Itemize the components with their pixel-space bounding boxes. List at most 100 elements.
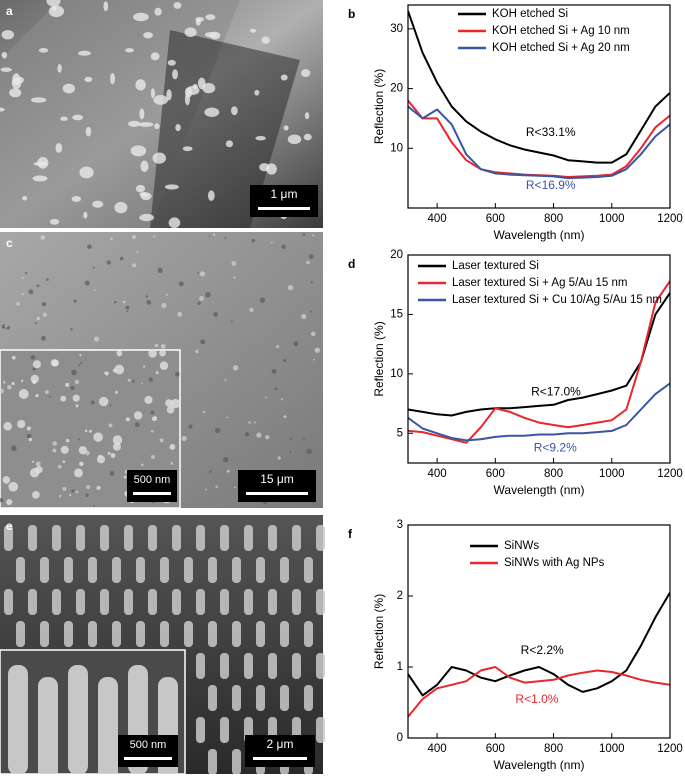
particle bbox=[213, 312, 219, 317]
annotation: R<17.0% bbox=[531, 384, 581, 398]
particle bbox=[115, 390, 118, 394]
particle bbox=[25, 272, 28, 275]
particle bbox=[42, 312, 47, 317]
particle bbox=[79, 166, 94, 179]
particle bbox=[62, 83, 75, 94]
particle bbox=[62, 486, 67, 491]
particle bbox=[153, 235, 156, 238]
nanowire bbox=[232, 749, 241, 775]
nanowire bbox=[4, 525, 13, 551]
nanowire bbox=[304, 621, 313, 647]
particle bbox=[132, 263, 137, 268]
particle bbox=[169, 443, 176, 450]
particle bbox=[139, 108, 145, 120]
nanowire bbox=[100, 589, 109, 615]
particle bbox=[109, 471, 115, 476]
y-axis-label: Reflection (%) bbox=[372, 594, 386, 669]
particle bbox=[70, 328, 73, 331]
x-axis-label: Wavelength (nm) bbox=[494, 228, 585, 242]
x-tick-label: 800 bbox=[544, 213, 563, 225]
x-tick-label: 1200 bbox=[657, 213, 683, 225]
particle bbox=[130, 145, 147, 157]
particle bbox=[249, 28, 256, 33]
particle bbox=[134, 422, 140, 427]
nanowire bbox=[232, 557, 241, 583]
particle bbox=[310, 310, 313, 313]
particle bbox=[143, 31, 153, 39]
particle bbox=[175, 124, 181, 132]
particle bbox=[71, 369, 77, 376]
x-tick-label: 600 bbox=[486, 468, 505, 480]
nanowire bbox=[112, 621, 121, 647]
particle bbox=[126, 310, 129, 312]
nanowire bbox=[76, 589, 85, 615]
nanowire bbox=[196, 589, 205, 615]
particle bbox=[50, 359, 59, 367]
particle bbox=[99, 396, 109, 407]
particle bbox=[301, 69, 311, 78]
nanowire bbox=[256, 685, 265, 711]
particle bbox=[2, 476, 11, 484]
particle bbox=[224, 236, 227, 240]
particle bbox=[1, 51, 8, 59]
particle bbox=[254, 89, 260, 96]
nanowire bbox=[256, 621, 265, 647]
particle bbox=[178, 281, 184, 287]
nanowire bbox=[100, 525, 109, 551]
particle bbox=[7, 385, 12, 390]
particle bbox=[159, 349, 166, 357]
nanowire bbox=[28, 589, 37, 615]
particle bbox=[139, 192, 149, 197]
x-tick-label: 400 bbox=[428, 213, 447, 225]
particle bbox=[1, 324, 6, 329]
nanowire bbox=[8, 665, 28, 775]
particle bbox=[197, 77, 206, 90]
particle bbox=[69, 493, 72, 496]
particle bbox=[84, 76, 93, 82]
particle bbox=[21, 293, 24, 296]
particle bbox=[5, 325, 8, 328]
particle bbox=[222, 456, 229, 463]
y-tick-label: 1 bbox=[397, 661, 403, 673]
particle bbox=[313, 358, 315, 361]
particle bbox=[51, 6, 57, 11]
legend-label: KOH etched Si + Ag 10 nm bbox=[492, 25, 630, 37]
x-tick-label: 1200 bbox=[657, 468, 683, 480]
y-tick-label: 5 bbox=[397, 427, 403, 439]
particle bbox=[35, 393, 39, 398]
plot-frame bbox=[407, 524, 671, 739]
particle bbox=[79, 461, 84, 467]
particle bbox=[1, 29, 15, 40]
particle bbox=[253, 421, 256, 424]
nanowire bbox=[208, 685, 217, 711]
nanowire bbox=[148, 589, 157, 615]
particle bbox=[303, 438, 306, 441]
particle bbox=[32, 491, 40, 499]
nanowire bbox=[304, 557, 313, 583]
particle bbox=[0, 498, 4, 503]
particle bbox=[212, 233, 216, 236]
legend-label: KOH etched Si + Ag 20 nm bbox=[492, 42, 630, 54]
particle bbox=[60, 395, 67, 402]
particle bbox=[55, 142, 63, 153]
panel-label: b bbox=[348, 7, 355, 21]
particle bbox=[52, 441, 57, 446]
panel-label: c bbox=[6, 236, 13, 250]
nanowire bbox=[316, 653, 325, 679]
particle bbox=[46, 278, 49, 281]
particle bbox=[79, 354, 82, 357]
particle bbox=[150, 410, 155, 415]
particle bbox=[153, 95, 169, 105]
particle bbox=[108, 423, 113, 428]
particle bbox=[277, 456, 281, 460]
scale-bar-label: 500 nm bbox=[134, 474, 171, 486]
particle bbox=[38, 48, 49, 53]
particle bbox=[107, 451, 111, 455]
particle bbox=[224, 378, 227, 381]
nanowire bbox=[292, 653, 301, 679]
particle bbox=[110, 237, 113, 241]
particle bbox=[281, 244, 286, 249]
scale-bar-label: 15 μm bbox=[260, 472, 294, 486]
particle bbox=[45, 390, 49, 394]
